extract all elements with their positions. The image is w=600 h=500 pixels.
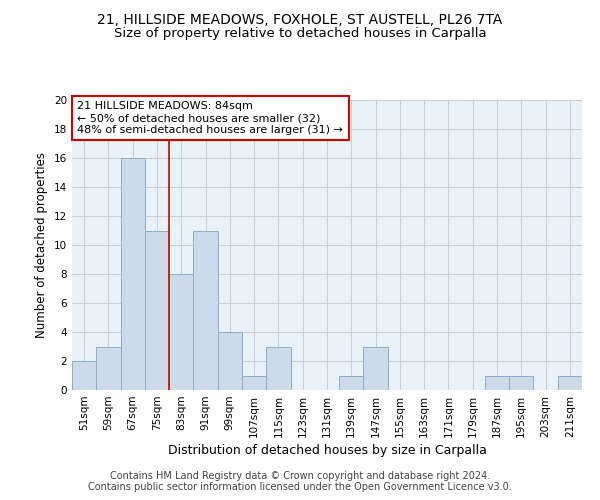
Bar — [339, 376, 364, 390]
X-axis label: Distribution of detached houses by size in Carpalla: Distribution of detached houses by size … — [167, 444, 487, 457]
Bar — [242, 376, 266, 390]
Bar — [364, 346, 388, 390]
Text: Size of property relative to detached houses in Carpalla: Size of property relative to detached ho… — [113, 28, 487, 40]
Bar — [509, 376, 533, 390]
Bar — [121, 158, 145, 390]
Bar — [218, 332, 242, 390]
Bar — [485, 376, 509, 390]
Bar — [266, 346, 290, 390]
Bar — [72, 361, 96, 390]
Bar — [193, 230, 218, 390]
Y-axis label: Number of detached properties: Number of detached properties — [35, 152, 49, 338]
Text: Contains HM Land Registry data © Crown copyright and database right 2024.
Contai: Contains HM Land Registry data © Crown c… — [88, 471, 512, 492]
Bar — [169, 274, 193, 390]
Bar — [558, 376, 582, 390]
Bar — [96, 346, 121, 390]
Text: 21, HILLSIDE MEADOWS, FOXHOLE, ST AUSTELL, PL26 7TA: 21, HILLSIDE MEADOWS, FOXHOLE, ST AUSTEL… — [97, 12, 503, 26]
Bar — [145, 230, 169, 390]
Text: 21 HILLSIDE MEADOWS: 84sqm
← 50% of detached houses are smaller (32)
48% of semi: 21 HILLSIDE MEADOWS: 84sqm ← 50% of deta… — [77, 102, 343, 134]
